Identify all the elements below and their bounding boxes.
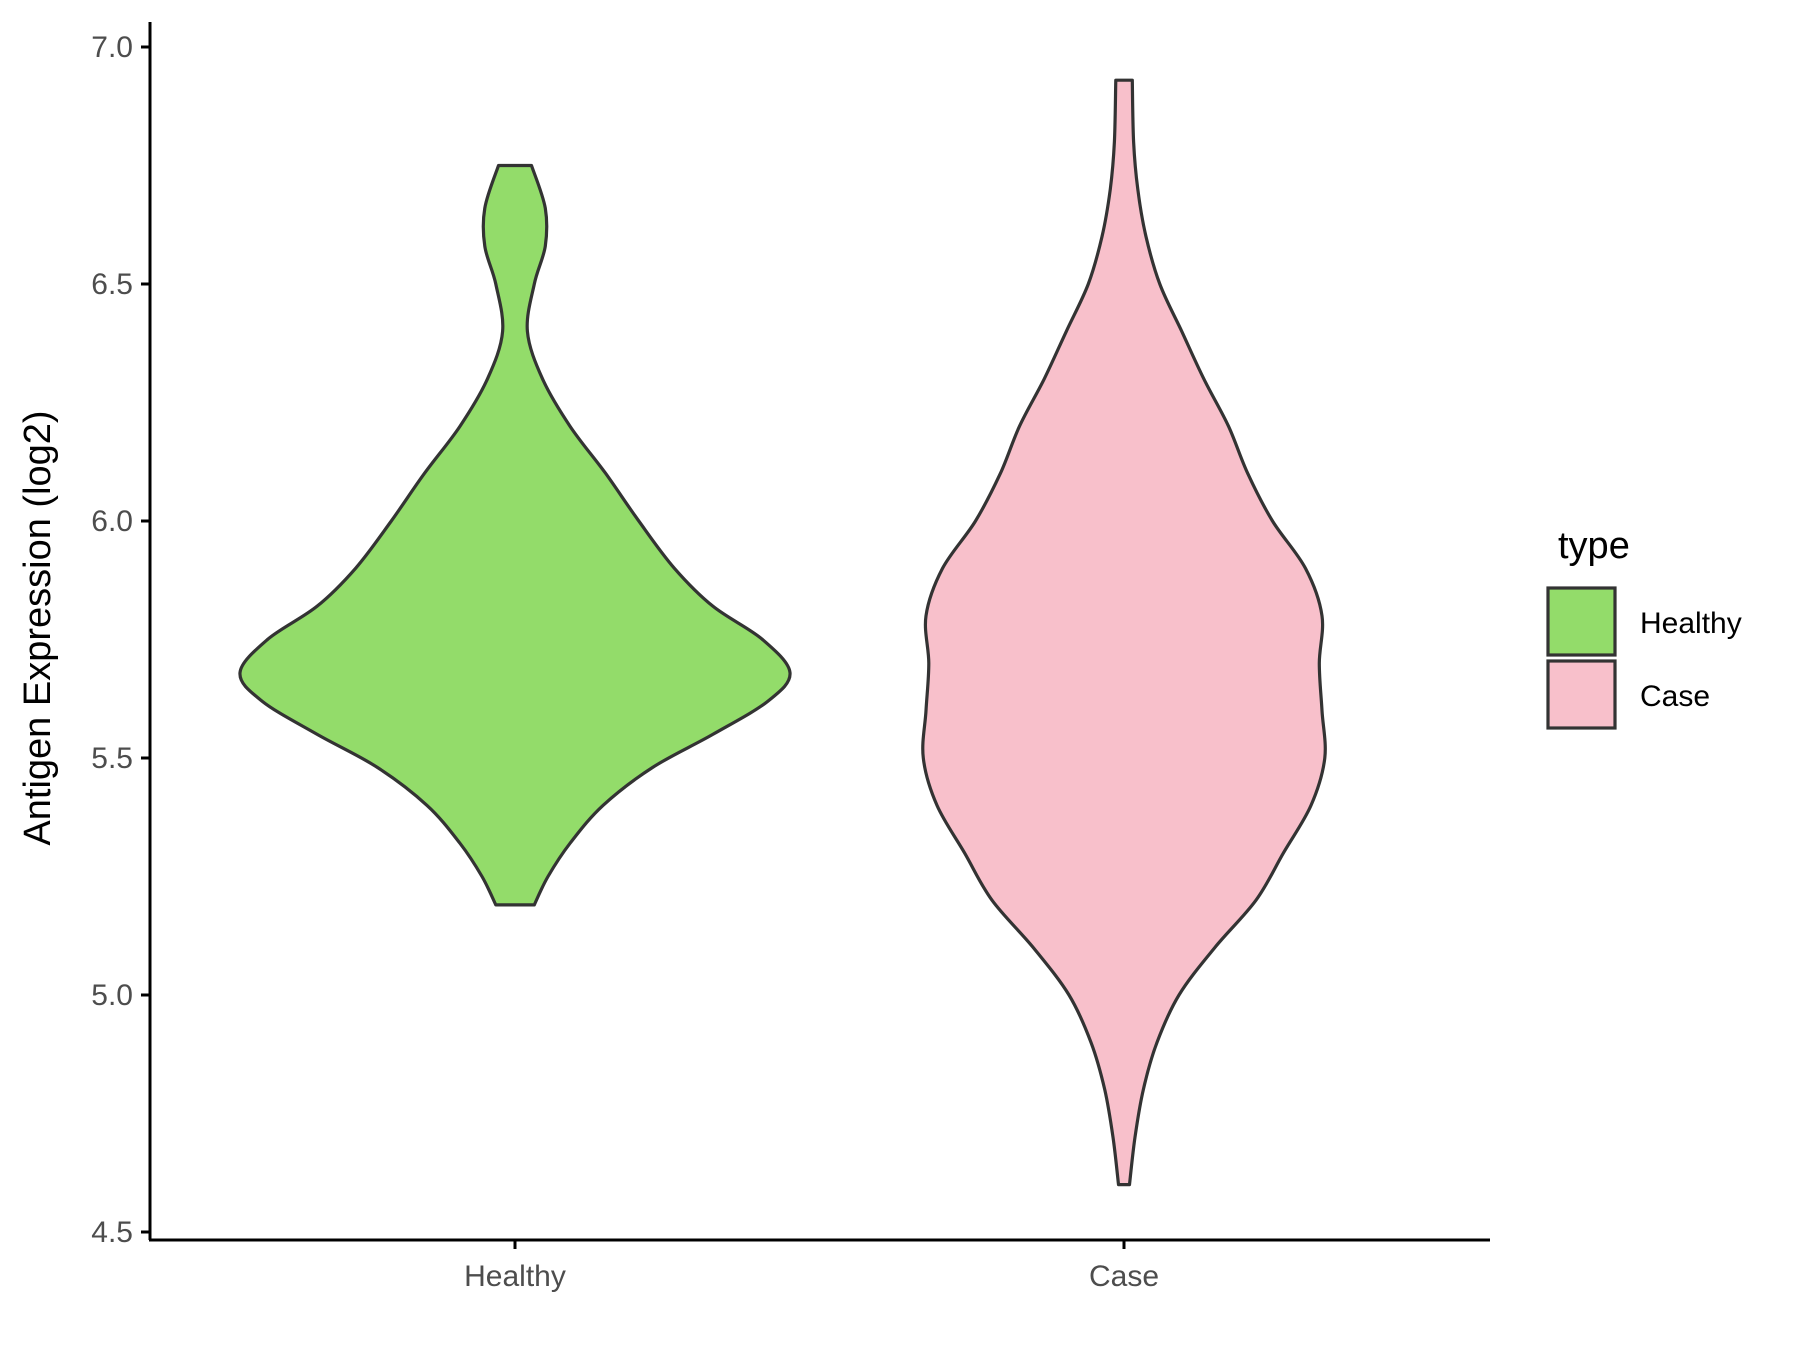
legend-label-case: Case: [1640, 680, 1710, 713]
violin-case: [921, 78, 1327, 1187]
y-tick-label: 4.5: [91, 1216, 133, 1249]
violin-healthy: [238, 163, 792, 907]
x-tick-label: Case: [1089, 1260, 1159, 1293]
legend-title: type: [1558, 525, 1630, 567]
y-tick-label: 6.5: [91, 268, 133, 301]
y-axis-title: Antigen Expression (log2): [17, 410, 59, 845]
legend: type Healthy Case: [1546, 525, 1742, 730]
x-tick-label: Healthy: [464, 1260, 566, 1293]
y-axis-ticks: 4.5 5.0 5.5 6.0 6.5 7.0: [91, 31, 150, 1249]
y-tick-label: 7.0: [91, 31, 133, 64]
violin-layer: [238, 78, 1327, 1187]
y-tick-label: 5.5: [91, 742, 133, 775]
legend-label-healthy: Healthy: [1640, 607, 1742, 640]
y-tick-label: 5.0: [91, 979, 133, 1012]
legend-swatch-case: [1546, 659, 1617, 730]
legend-swatch-healthy: [1546, 586, 1617, 657]
y-tick-label: 6.0: [91, 505, 133, 538]
x-axis-ticks: Healthy Case: [464, 1240, 1159, 1293]
legend-items: Healthy Case: [1546, 586, 1742, 730]
